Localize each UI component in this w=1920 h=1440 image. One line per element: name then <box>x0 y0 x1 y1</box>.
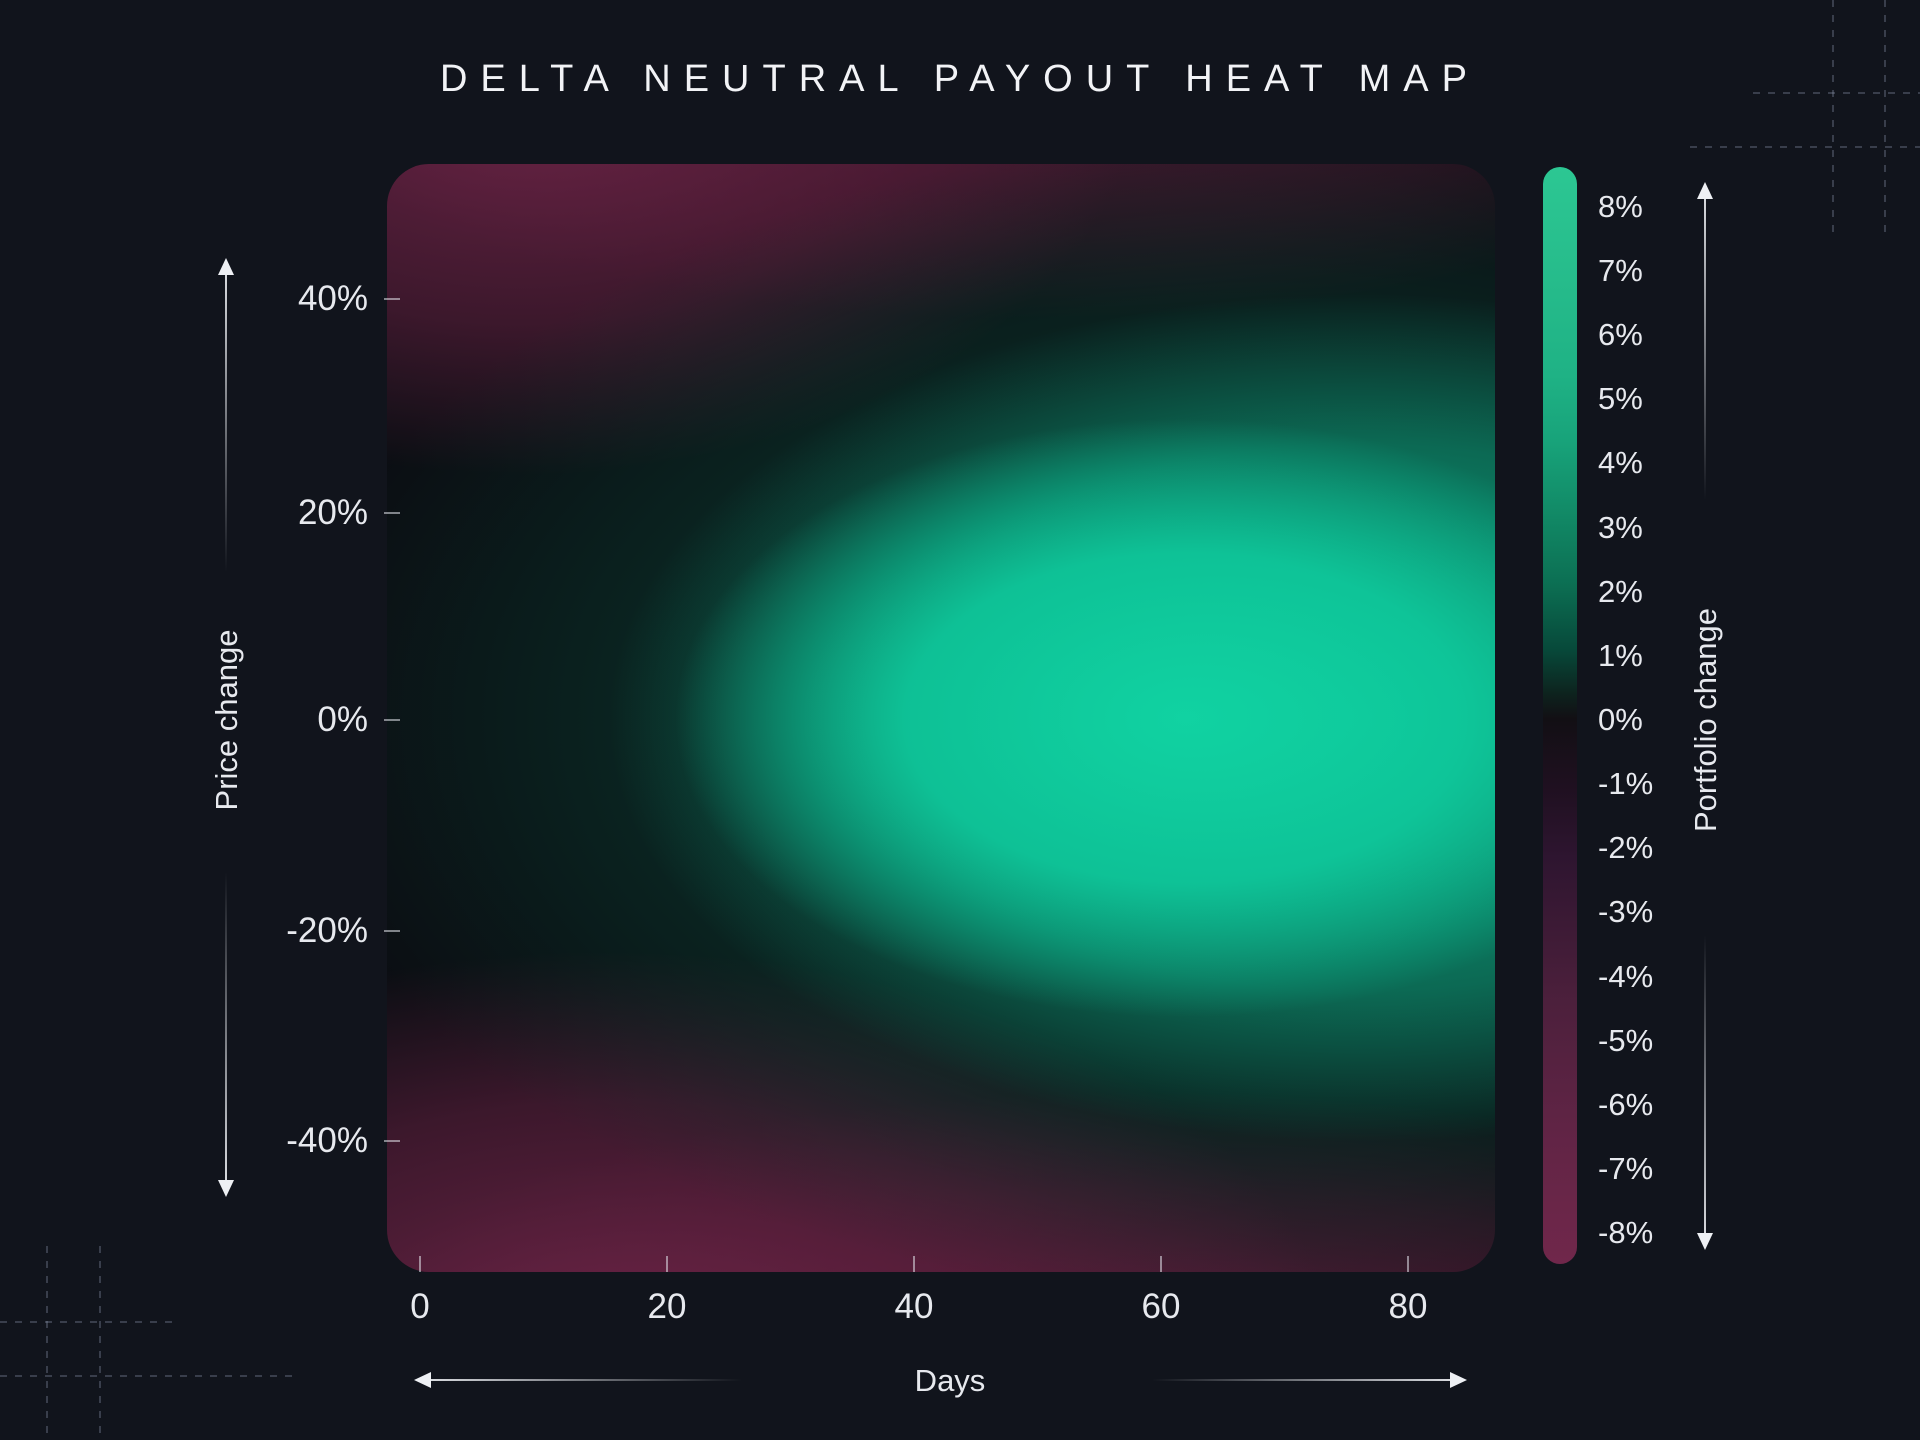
x-tick-mark <box>1160 1256 1162 1272</box>
x-tick-mark <box>1407 1256 1409 1272</box>
colorbar-tick-label: -5% <box>1598 1023 1654 1058</box>
corner-decoration-line <box>1753 92 1920 94</box>
colorbar-tick-label: 7% <box>1598 253 1643 288</box>
colorbar-tick-label: -6% <box>1598 1087 1654 1122</box>
y-tick-label: 0% <box>317 700 368 739</box>
x-axis-right-arrow-icon <box>1450 1372 1467 1388</box>
colorbar-tick-label: -4% <box>1598 959 1654 994</box>
y-axis-arrow-line <box>225 272 227 572</box>
corner-decoration-line <box>99 1246 101 1440</box>
colorbar-tick-label: -7% <box>1598 1151 1654 1186</box>
x-tick-mark <box>913 1256 915 1272</box>
colorbar-axis-arrow-line <box>1704 935 1706 1237</box>
x-tick-label: 20 <box>647 1287 687 1326</box>
corner-decoration-line <box>1832 0 1834 238</box>
y-tick-mark <box>384 512 400 514</box>
page-title: DELTA NEUTRAL PAYOUT HEAT MAP <box>439 58 1481 100</box>
y-tick-label: -40% <box>286 1121 368 1160</box>
colorbar-tick-label: 8% <box>1598 189 1643 224</box>
colorbar-tick-label: -3% <box>1598 894 1654 929</box>
colorbar-axis-arrow-line <box>1704 196 1706 500</box>
colorbar-tick-label: 1% <box>1598 638 1643 673</box>
x-axis-label: Days <box>914 1363 986 1398</box>
y-tick-mark <box>384 930 400 932</box>
corner-decoration-line <box>1690 146 1920 148</box>
y-axis-arrow-line <box>225 872 227 1182</box>
x-tick-label: 60 <box>1141 1287 1181 1326</box>
x-tick-label: 80 <box>1388 1287 1428 1326</box>
colorbar-tick-label: 2% <box>1598 574 1643 609</box>
colorbar-tick-label: -8% <box>1598 1215 1654 1250</box>
corner-decoration-line <box>0 1375 292 1377</box>
corner-decoration-line <box>46 1246 48 1440</box>
colorbar-tick-label: -2% <box>1598 830 1654 865</box>
y-tick-mark <box>384 298 400 300</box>
y-tick-label: 40% <box>297 279 368 318</box>
y-tick-label: -20% <box>286 911 368 950</box>
x-tick-label: 40 <box>894 1287 934 1326</box>
y-tick-mark <box>384 719 400 721</box>
x-axis-arrow-line <box>1152 1379 1450 1381</box>
x-tick-mark <box>419 1256 421 1272</box>
colorbar <box>1543 167 1577 1264</box>
x-axis-arrow-line <box>430 1379 742 1381</box>
y-axis-label: Price change <box>209 629 244 811</box>
colorbar-tick-label: -1% <box>1598 766 1654 801</box>
colorbar-tick-label: 4% <box>1598 445 1643 480</box>
corner-decoration-line <box>0 1321 180 1323</box>
colorbar-tick-label: 0% <box>1598 702 1643 737</box>
x-tick-label: 0 <box>410 1287 430 1326</box>
y-axis-down-arrow-icon <box>218 1180 234 1197</box>
y-axis-up-arrow-icon <box>218 258 234 275</box>
colorbar-tick-label: 5% <box>1598 381 1643 416</box>
x-axis-left-arrow-icon <box>414 1372 431 1388</box>
colorbar-axis-down-arrow-icon <box>1697 1233 1713 1250</box>
colorbar-axis-label: Portfolio change <box>1688 607 1723 833</box>
y-tick-mark <box>384 1140 400 1142</box>
y-tick-label: 20% <box>297 493 368 532</box>
colorbar-axis-up-arrow-icon <box>1697 182 1713 199</box>
corner-decoration-line <box>1884 0 1886 238</box>
colorbar-tick-label: 6% <box>1598 317 1643 352</box>
colorbar-tick-label: 3% <box>1598 510 1643 545</box>
heatmap-surface <box>387 164 1495 1272</box>
x-tick-mark <box>666 1256 668 1272</box>
